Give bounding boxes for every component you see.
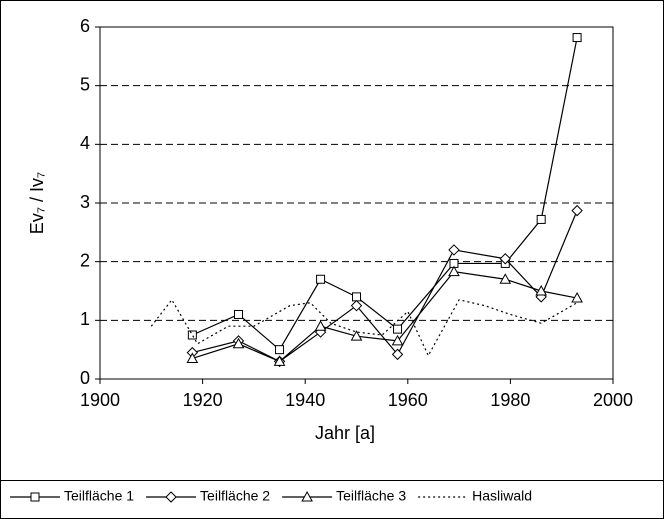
series-line: [192, 37, 578, 351]
marker: [234, 309, 244, 319]
marker: [536, 214, 546, 224]
series-line: [150, 298, 578, 357]
x-axis-label: Jahr [a]: [315, 423, 375, 443]
marker: [448, 265, 460, 277]
series-line: [192, 270, 578, 363]
y-tick-label: 1: [80, 309, 90, 329]
marker: [30, 492, 40, 502]
x-tick-label: 1960: [388, 390, 428, 410]
marker: [186, 352, 199, 363]
legend-label: Teilfläche 2: [200, 488, 270, 504]
legend: Teilfläche 1 Teilfläche 2 Teilfläche 3 Hasl…: [10, 488, 532, 504]
y-tick-label: 4: [80, 133, 90, 153]
y-tick-label: 0: [80, 368, 90, 388]
x-tick-label: 1980: [490, 390, 530, 410]
x-tick-label: 1940: [285, 390, 325, 410]
marker: [165, 491, 177, 503]
marker: [350, 299, 363, 312]
marker: [499, 253, 511, 265]
y-tick-label: 3: [80, 192, 90, 212]
y-tick-label: 2: [80, 250, 90, 270]
marker: [571, 204, 583, 217]
legend-label: Teilfläche 3: [336, 488, 406, 504]
marker: [499, 273, 512, 284]
marker: [187, 330, 197, 340]
marker: [535, 284, 548, 296]
legend-label: Teilfläche 1: [64, 488, 134, 504]
x-tick-label: 1920: [183, 390, 223, 410]
marker: [391, 334, 404, 346]
marker: [391, 348, 404, 361]
marker: [350, 330, 363, 341]
series-line: [192, 210, 578, 363]
x-tick-label: 2000: [593, 390, 633, 410]
marker: [275, 345, 285, 355]
marker: [316, 274, 326, 284]
marker: [571, 292, 583, 303]
marker: [273, 355, 286, 366]
y-axis-label: Ev₇ / Iv₇: [27, 172, 47, 234]
legend-label: Hasliwald: [472, 488, 532, 504]
marker: [314, 320, 327, 331]
marker: [393, 324, 403, 334]
y-tick-label: 6: [80, 16, 90, 36]
marker: [301, 490, 313, 502]
x-tick-label: 1900: [80, 390, 120, 410]
y-tick-label: 5: [80, 74, 90, 94]
marker: [232, 337, 245, 349]
marker: [352, 292, 361, 302]
marker: [448, 244, 460, 256]
marker: [572, 33, 582, 43]
